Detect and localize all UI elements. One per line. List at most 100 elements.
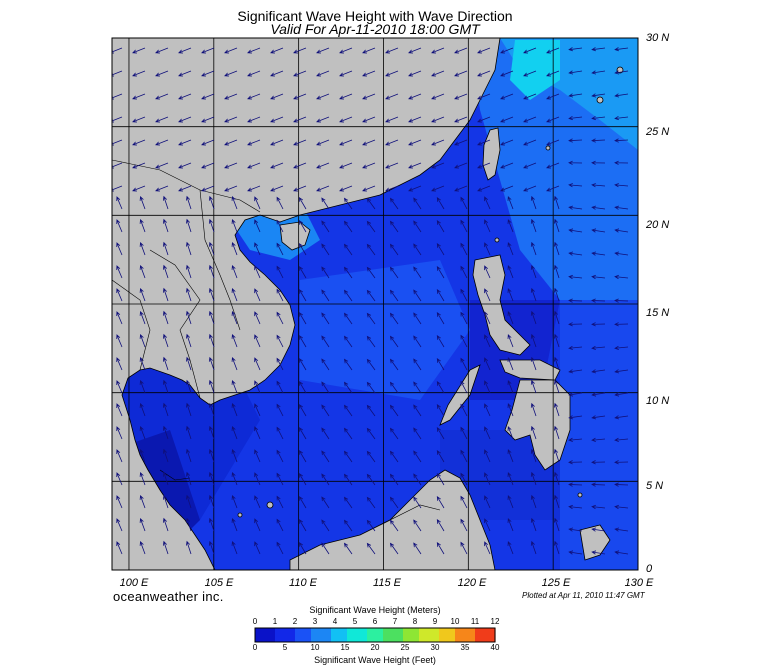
wave-direction-arrow xyxy=(413,404,422,417)
wave-direction-arrow xyxy=(298,357,307,371)
lat-label: 10 N xyxy=(646,395,670,407)
wave-direction-arrow xyxy=(162,218,169,233)
wave-direction-arrow xyxy=(554,195,560,210)
wave-direction-arrow xyxy=(162,494,169,509)
wave-direction-arrow xyxy=(454,93,468,100)
wave-direction-arrow xyxy=(554,448,560,463)
wave-direction-arrow xyxy=(591,415,606,420)
colorbar-meter-tick: 7 xyxy=(392,617,398,626)
wave-direction-arrow xyxy=(507,541,514,555)
colorbar-segment xyxy=(439,628,444,642)
wave-direction-arrow xyxy=(178,162,192,169)
wave-direction-arrow xyxy=(413,473,422,486)
wave-direction-arrow xyxy=(224,47,238,54)
wave-direction-arrow xyxy=(208,241,215,256)
wave-direction-arrow xyxy=(614,298,629,303)
wave-direction-arrow xyxy=(460,334,468,348)
wave-direction-arrow xyxy=(343,404,353,417)
wave-direction-arrow xyxy=(554,425,560,440)
wave-direction-arrow xyxy=(270,139,284,146)
wave-direction-arrow xyxy=(231,287,238,302)
wave-direction-arrow xyxy=(162,471,169,486)
wave-direction-arrow xyxy=(186,425,192,440)
wave-direction-arrow xyxy=(530,402,537,417)
colorbar-segment xyxy=(479,628,484,642)
colorbar-segment xyxy=(315,628,320,642)
wave-direction-arrow xyxy=(460,495,468,509)
wave-direction-arrow xyxy=(276,426,284,440)
wave-direction-arrow xyxy=(614,138,629,143)
wave-direction-arrow xyxy=(139,218,146,233)
wave-direction-arrow xyxy=(436,335,445,348)
wave-direction-arrow xyxy=(460,311,468,325)
wave-direction-arrow xyxy=(186,241,192,256)
wave-direction-arrow xyxy=(530,448,537,463)
wave-direction-arrow xyxy=(460,288,468,302)
wave-direction-arrow xyxy=(298,242,307,256)
wave-direction-arrow xyxy=(568,138,583,143)
wave-direction-arrow xyxy=(366,289,376,302)
colorbar-segment xyxy=(295,628,300,642)
wave-direction-arrow xyxy=(431,116,445,123)
wave-direction-arrow xyxy=(343,519,353,532)
wave-direction-arrow xyxy=(500,139,514,146)
wave-direction-arrow xyxy=(413,312,422,325)
wave-direction-arrow xyxy=(186,402,192,417)
wave-direction-arrow xyxy=(186,540,192,555)
wave-direction-arrow xyxy=(276,449,284,463)
border-line xyxy=(112,279,151,371)
colorbar-segment xyxy=(471,628,476,642)
wave-direction-arrow xyxy=(568,205,583,210)
wave-direction-arrow xyxy=(321,358,330,371)
wave-direction-arrow xyxy=(568,460,583,465)
wave-direction-arrow xyxy=(554,356,560,371)
wave-direction-arrow xyxy=(389,381,399,394)
wave-direction-arrow xyxy=(293,47,307,54)
wave-direction-arrow xyxy=(568,550,583,555)
wave-direction-arrow xyxy=(436,197,445,210)
wave-direction-arrow xyxy=(316,70,330,77)
land-island xyxy=(616,66,624,74)
wave-direction-arrow xyxy=(530,333,537,348)
wave-direction-arrow xyxy=(247,47,261,54)
wave-direction-arrow xyxy=(554,333,560,348)
wave-direction-arrow xyxy=(614,93,629,98)
wave-direction-arrow xyxy=(530,310,537,325)
wave-direction-arrow xyxy=(408,162,422,169)
wave-direction-arrow xyxy=(343,450,353,463)
wave-direction-arrow xyxy=(116,288,123,302)
wave-direction-arrow xyxy=(231,218,238,233)
colorbar-segment xyxy=(267,628,272,642)
wave-direction-arrow xyxy=(293,116,307,123)
wave-direction-arrow xyxy=(162,241,169,256)
sea-band-pacific-south xyxy=(560,300,638,570)
colorbar-segment xyxy=(311,628,316,642)
colorbar-segment xyxy=(271,628,276,642)
colorbar-segment xyxy=(331,628,336,642)
wave-direction-arrow xyxy=(436,496,445,509)
wave-direction-arrow xyxy=(155,116,169,123)
wave-direction-arrow xyxy=(208,379,215,394)
wave-direction-arrow xyxy=(436,473,445,486)
colorbar-segment xyxy=(355,628,360,642)
wave-direction-arrow xyxy=(276,196,284,210)
colorbar-segment xyxy=(299,628,304,642)
colorbar-segment xyxy=(275,628,280,642)
wave-direction-arrow xyxy=(530,379,537,394)
wave-direction-arrow xyxy=(298,265,307,279)
wave-direction-arrow xyxy=(139,425,146,440)
wave-direction-arrow xyxy=(362,116,376,123)
wave-direction-arrow xyxy=(162,379,169,394)
wave-direction-arrow xyxy=(413,266,422,279)
wave-direction-arrow xyxy=(321,427,330,440)
wave-direction-arrow xyxy=(460,472,468,486)
wave-direction-arrow xyxy=(208,517,215,532)
wave-direction-arrow xyxy=(568,369,583,374)
wave-direction-arrow xyxy=(436,358,445,371)
wave-direction-arrow xyxy=(554,471,560,486)
wave-direction-arrow xyxy=(530,264,537,279)
colorbar-segment xyxy=(467,628,472,642)
wave-direction-arrow xyxy=(339,93,353,100)
wave-direction-arrow xyxy=(208,333,215,348)
